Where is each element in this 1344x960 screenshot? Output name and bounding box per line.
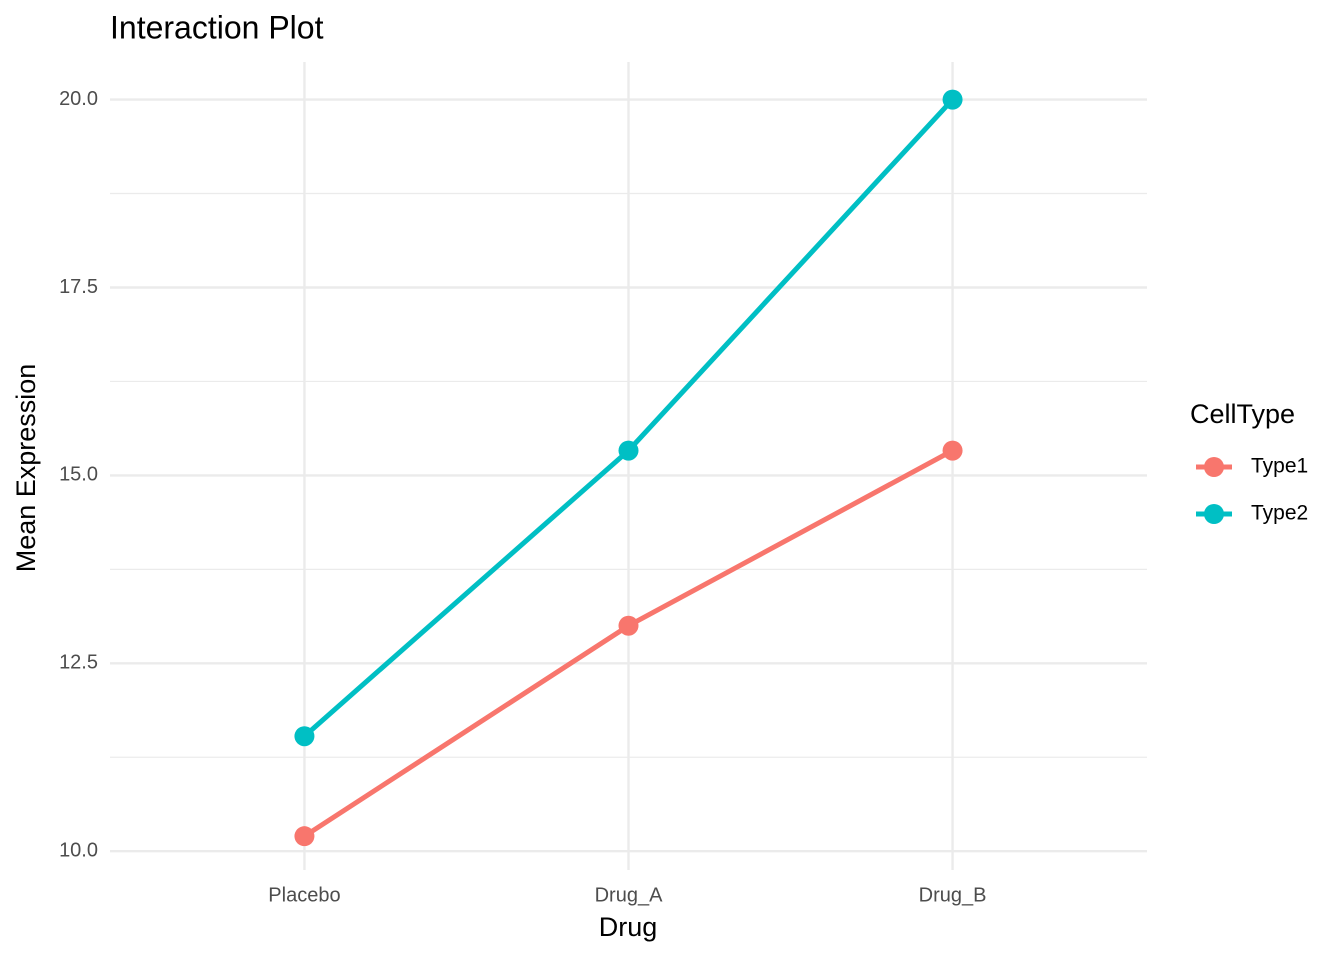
point [294,826,315,847]
legend-key-point [1204,504,1224,524]
y-axis-title: Mean Expression [11,364,41,573]
y-tick-label: 12.5 [59,652,98,674]
legend-label: Type2 [1251,502,1308,525]
y-tick-label: 20.0 [59,88,98,110]
legend-key-point [1204,457,1224,477]
chart-title: Interaction Plot [110,9,324,45]
point [618,440,639,461]
x-tick-label: Drug_B [919,884,987,906]
point [294,726,315,747]
x-tick-label: Drug_A [595,884,663,906]
point [942,440,963,461]
y-tick-label: 15.0 [59,464,98,486]
legend-label: Type1 [1251,455,1308,478]
legend-title: CellType [1190,399,1295,429]
y-tick-label: 10.0 [59,839,98,861]
x-axis-title: Drug [599,912,658,942]
x-tick-label: Placebo [268,884,340,906]
point [618,615,639,636]
y-tick-label: 17.5 [59,276,98,298]
point [942,89,963,110]
